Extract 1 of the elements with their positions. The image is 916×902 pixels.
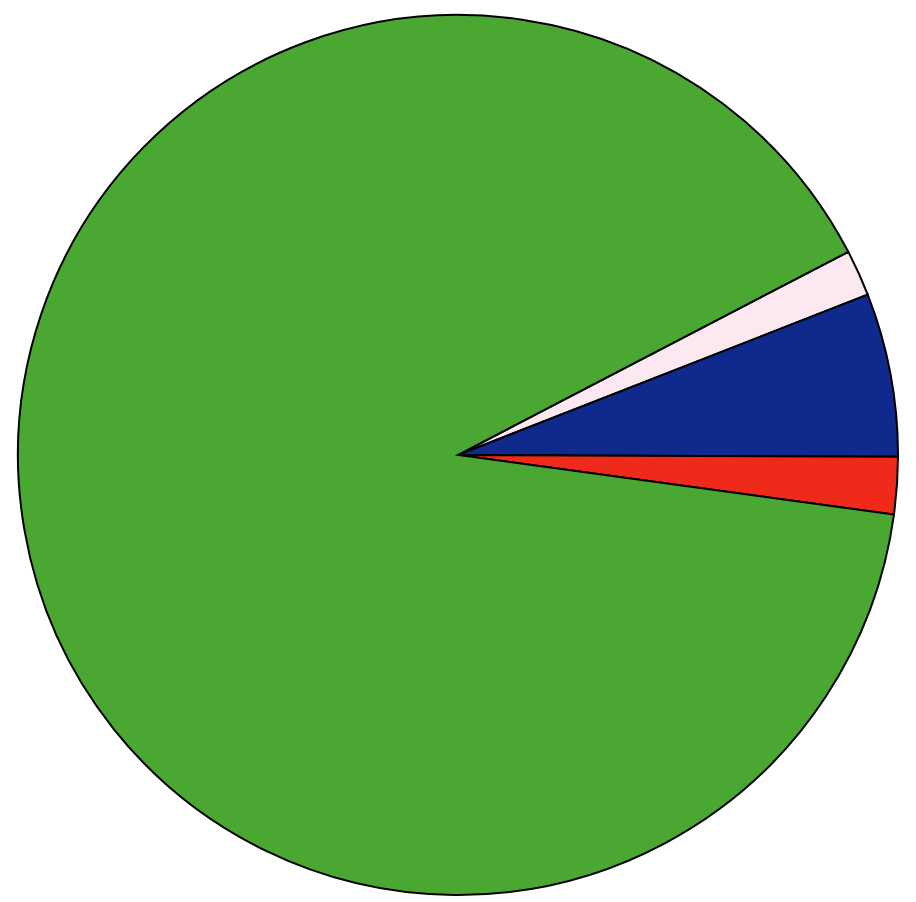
pie-slice [17, 14, 895, 896]
